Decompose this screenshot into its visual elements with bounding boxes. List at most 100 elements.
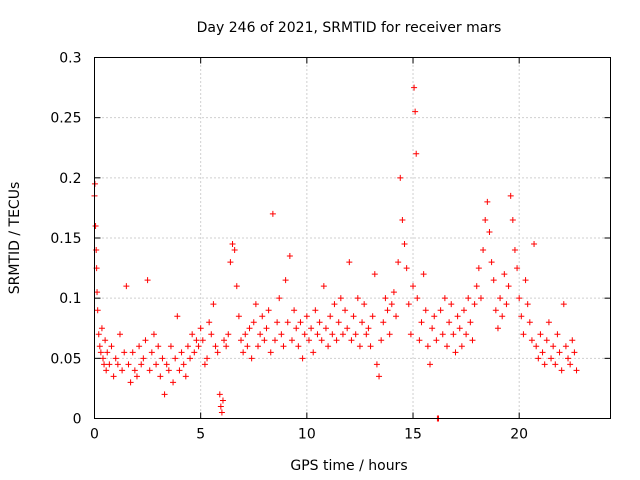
data-point: [558, 367, 565, 374]
data-point: [265, 307, 272, 314]
data-point: [280, 343, 287, 350]
data-point: [386, 331, 393, 338]
data-point: [136, 343, 143, 350]
data-point: [537, 331, 544, 338]
data-point: [365, 325, 372, 332]
data-point: [452, 349, 459, 356]
data-point: [522, 277, 529, 284]
data-point: [556, 349, 563, 356]
data-point: [210, 301, 217, 308]
data-point: [197, 325, 204, 332]
data-point: [373, 361, 380, 368]
data-point: [288, 337, 295, 344]
data-point: [95, 331, 102, 338]
data-point: [182, 373, 189, 380]
data-point: [92, 222, 99, 229]
data-point: [308, 325, 315, 332]
data-point: [127, 379, 134, 386]
data-point: [119, 367, 126, 374]
data-point: [148, 349, 155, 356]
data-point: [524, 301, 531, 308]
data-point: [569, 337, 576, 344]
data-point: [429, 325, 436, 332]
data-point: [189, 331, 196, 338]
data-point: [174, 313, 181, 320]
data-point: [424, 343, 431, 350]
data-point: [331, 301, 338, 308]
data-point: [108, 343, 115, 350]
data-point: [318, 337, 325, 344]
data-point: [448, 301, 455, 308]
data-point: [439, 331, 446, 338]
data-point: [291, 307, 298, 314]
data-point: [229, 241, 236, 248]
data-point: [407, 331, 414, 338]
data-point: [565, 355, 572, 362]
data-point: [121, 349, 128, 356]
data-point: [129, 349, 136, 356]
data-point: [359, 319, 366, 326]
data-point: [467, 319, 474, 326]
data-point: [414, 295, 421, 302]
y-axis-label: SRMTID / TECUs: [7, 182, 23, 295]
data-point: [458, 343, 465, 350]
data-point: [571, 349, 578, 356]
data-point: [401, 241, 408, 248]
data-point: [225, 331, 232, 338]
data-point: [410, 283, 417, 290]
data-point: [218, 409, 225, 416]
data-point: [155, 343, 162, 350]
data-point: [170, 379, 177, 386]
data-point: [539, 349, 546, 356]
data-point: [469, 337, 476, 344]
y-tick-label: 0.25: [50, 111, 81, 127]
data-point: [212, 343, 219, 350]
data-point: [208, 331, 215, 338]
data-point: [348, 337, 355, 344]
y-tick-label: 0.15: [50, 231, 81, 247]
data-point: [413, 150, 420, 157]
data-point: [97, 349, 104, 356]
data-point: [422, 307, 429, 314]
data-point: [471, 301, 478, 308]
data-point: [322, 325, 329, 332]
data-point: [104, 349, 111, 356]
data-point: [516, 295, 523, 302]
data-point: [221, 337, 228, 344]
data-point: [257, 331, 264, 338]
data-point: [450, 331, 457, 338]
x-tick-label: 0: [90, 427, 99, 443]
y-tick-label: 0.05: [50, 351, 81, 367]
data-point: [96, 343, 103, 350]
data-point: [431, 313, 438, 320]
data-point: [240, 349, 247, 356]
data-point: [433, 337, 440, 344]
data-point: [94, 307, 101, 314]
data-point: [507, 192, 514, 199]
data-point: [159, 355, 166, 362]
data-point: [191, 349, 198, 356]
data-point: [454, 313, 461, 320]
data-point: [110, 373, 117, 380]
data-point: [390, 289, 397, 296]
x-tick-label: 10: [298, 427, 316, 443]
data-point: [98, 325, 105, 332]
data-series-srmtid: [91, 84, 580, 422]
data-point: [344, 325, 351, 332]
data-point: [361, 301, 368, 308]
data-point: [528, 337, 535, 344]
data-point: [195, 343, 202, 350]
data-point: [443, 343, 450, 350]
y-tick-label: 0.2: [59, 171, 81, 187]
data-point: [518, 313, 525, 320]
data-point: [477, 295, 484, 302]
data-point: [369, 313, 376, 320]
data-point: [261, 337, 268, 344]
data-point: [312, 307, 319, 314]
data-point: [193, 337, 200, 344]
data-point: [94, 289, 101, 296]
data-point: [206, 319, 213, 326]
data-point: [244, 343, 251, 350]
data-point: [335, 319, 342, 326]
